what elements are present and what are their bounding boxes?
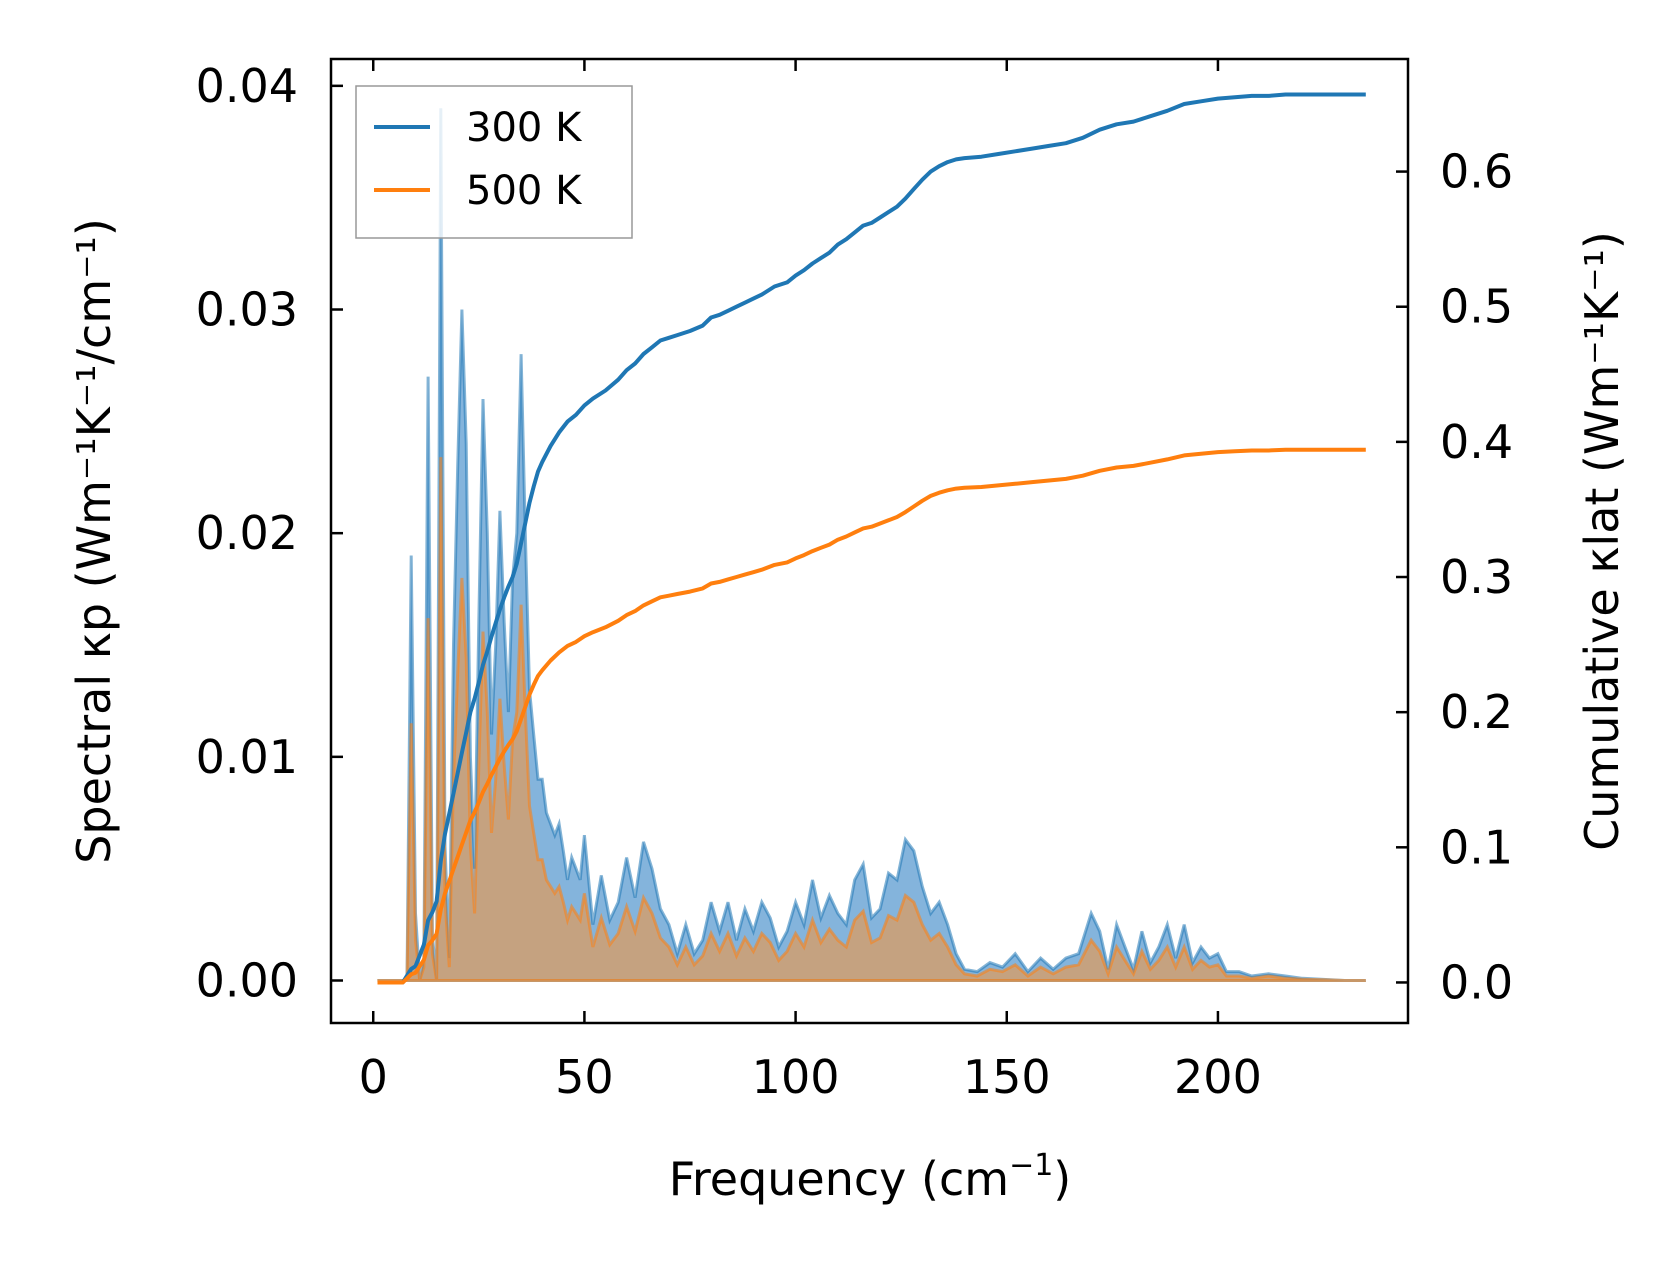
legend: 300 K 500 K xyxy=(355,85,633,239)
spectral-area-500k xyxy=(377,457,1366,983)
x-axis: 0 50 100 150 200 xyxy=(359,59,1262,1104)
right-y-tick-label: 0.5 xyxy=(1440,280,1513,334)
right-y-tick-label: 0.3 xyxy=(1440,550,1513,604)
series-lines xyxy=(377,92,1366,985)
right-y-axis-title: Cumulative κlat (Wm⁻¹K⁻¹) xyxy=(1575,231,1629,851)
left-y-axis: 0.00 0.01 0.02 0.03 0.04 xyxy=(196,59,343,1008)
left-y-axis-title: Spectral κp (Wm⁻¹K⁻¹/cm⁻¹) xyxy=(67,218,121,864)
left-y-tick-label: 0.03 xyxy=(196,283,298,337)
x-tick-label: 50 xyxy=(555,1050,614,1104)
right-y-tick-label: 0.4 xyxy=(1440,415,1513,469)
legend-label-500k: 500 K xyxy=(466,168,583,214)
left-y-tick-label: 0.02 xyxy=(196,506,298,560)
x-axis-title: Frequency (cm−1) xyxy=(669,1148,1072,1206)
right-y-tick-label: 0.1 xyxy=(1440,820,1513,874)
left-y-tick-label: 0.04 xyxy=(196,59,298,113)
legend-box xyxy=(355,85,633,239)
right-y-axis: 0.0 0.1 0.2 0.3 0.4 0.5 0.6 xyxy=(1396,145,1513,1009)
x-tick-label: 0 xyxy=(359,1050,388,1104)
cumulative-line-300k xyxy=(377,92,1366,985)
right-y-tick-label: 0.2 xyxy=(1440,685,1513,739)
x-tick-label: 100 xyxy=(752,1050,840,1104)
spectral-fills xyxy=(377,108,1366,983)
left-y-tick-label: 0.00 xyxy=(196,954,298,1008)
cumulative-line-500k xyxy=(377,447,1366,985)
right-y-tick-label: 0.6 xyxy=(1440,145,1513,199)
left-y-tick-label: 0.01 xyxy=(196,730,298,784)
plot-frame xyxy=(329,57,1410,1025)
legend-label-300k: 300 K xyxy=(466,105,583,151)
x-tick-label: 200 xyxy=(1174,1050,1262,1104)
x-tick-label: 150 xyxy=(963,1050,1051,1104)
right-y-tick-label: 0.0 xyxy=(1440,955,1513,1009)
